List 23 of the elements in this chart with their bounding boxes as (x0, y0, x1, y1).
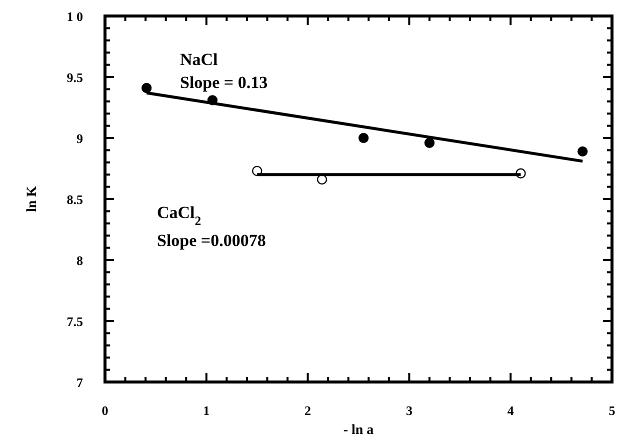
x-tick-label: 4 (507, 403, 514, 418)
x-axis-title: - ln a (343, 423, 374, 438)
annotation: NaCl (180, 50, 218, 69)
x-tick-label: 3 (406, 403, 413, 418)
point (358, 132, 369, 144)
point (577, 146, 588, 157)
annotation: Slope =0.00078 (157, 231, 266, 250)
annotation: CaCl$_{2}$ (157, 203, 202, 228)
y-tick-label: 9 (76, 131, 84, 146)
x-tick-label: 0 (102, 403, 108, 418)
y-tick-label: 8.5 (66, 192, 84, 207)
point (141, 82, 152, 94)
y-axis-title: ln K (25, 186, 40, 212)
point (424, 138, 435, 148)
x-tick-label: 5 (608, 403, 616, 418)
y-tick-label: 9.5 (66, 70, 84, 85)
y-tick-label: 7.5 (66, 314, 84, 329)
x-tick-label: 2 (304, 403, 312, 418)
y-tick-label: 7 (76, 375, 84, 390)
x-tick-label: 1 (203, 403, 210, 418)
y-tick-label: 1 0 (66, 9, 83, 24)
annotation: Slope = 0.13 (180, 73, 268, 92)
y-tick-label: 8 (76, 253, 84, 268)
